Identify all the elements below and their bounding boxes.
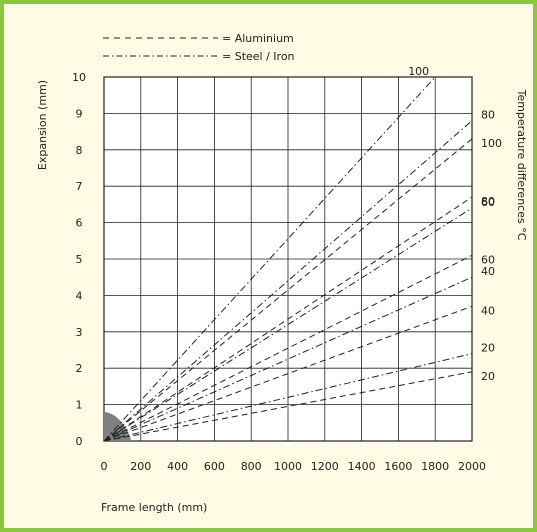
steel-line-40 [103,276,473,442]
y-axis-label: Expansion (mm) [36,80,49,170]
y-tick-label: 10 [72,71,86,84]
temperature-label: 60 [481,253,495,266]
y-tick-label: 0 [76,435,83,448]
temperature-label: 40 [481,304,495,317]
x-tick-label: 1800 [421,460,449,473]
x-tick-label: 200 [130,460,151,473]
y-tick-label: 2 [76,362,83,375]
steel-line-60 [103,207,473,442]
y-tick-label: 8 [76,144,83,157]
right-axis-label: Temperature differences °C [515,89,528,241]
legend-aluminium-label: = Aluminium [222,32,294,45]
tick-labels: 0 200 400 600 800 1000 1200 1400 1600 1800 2000 0 1 2… [72,71,486,473]
aluminium-line-80 [103,196,473,442]
y-tick-label: 9 [76,107,83,120]
x-tick-label: 2000 [458,460,486,473]
temperature-label: 100 [481,137,502,150]
x-tick-label: 400 [167,460,188,473]
temperature-label: 100 [408,65,429,78]
y-tick-label: 5 [76,253,83,266]
x-tick-label: 600 [204,460,225,473]
temperature-label: 20 [481,370,495,383]
steel-line-80 [103,120,473,442]
x-tick-label: 1600 [384,460,412,473]
x-tick-label: 0 [101,460,108,473]
steel-line-20 [103,353,473,442]
temperature-label: 80 [481,109,495,122]
y-tick-label: 4 [76,289,83,302]
x-tick-label: 1400 [348,460,376,473]
temperature-label: 40 [481,265,495,278]
temperature-label: 80 [481,195,495,208]
temperature-label: 20 [481,342,495,355]
y-tick-label: 7 [76,180,83,193]
aluminium-line-40 [103,305,473,442]
x-axis-label: Frame length (mm) [101,501,207,514]
legend: = Aluminium = Steel / Iron [103,32,295,63]
y-tick-label: 3 [76,326,83,339]
y-tick-label: 1 [76,399,83,412]
grid [103,76,473,442]
temperature-label: 60 [481,196,495,209]
series-lines [103,76,473,442]
steel-line-100 [103,76,436,442]
aluminium-line-20 [103,371,473,442]
x-tick-label: 1000 [274,460,302,473]
x-tick-label: 800 [241,460,262,473]
aluminium-line-60 [103,254,473,442]
legend-steel-label: = Steel / Iron [222,50,295,63]
y-tick-label: 6 [76,217,83,230]
x-tick-label: 1200 [311,460,339,473]
